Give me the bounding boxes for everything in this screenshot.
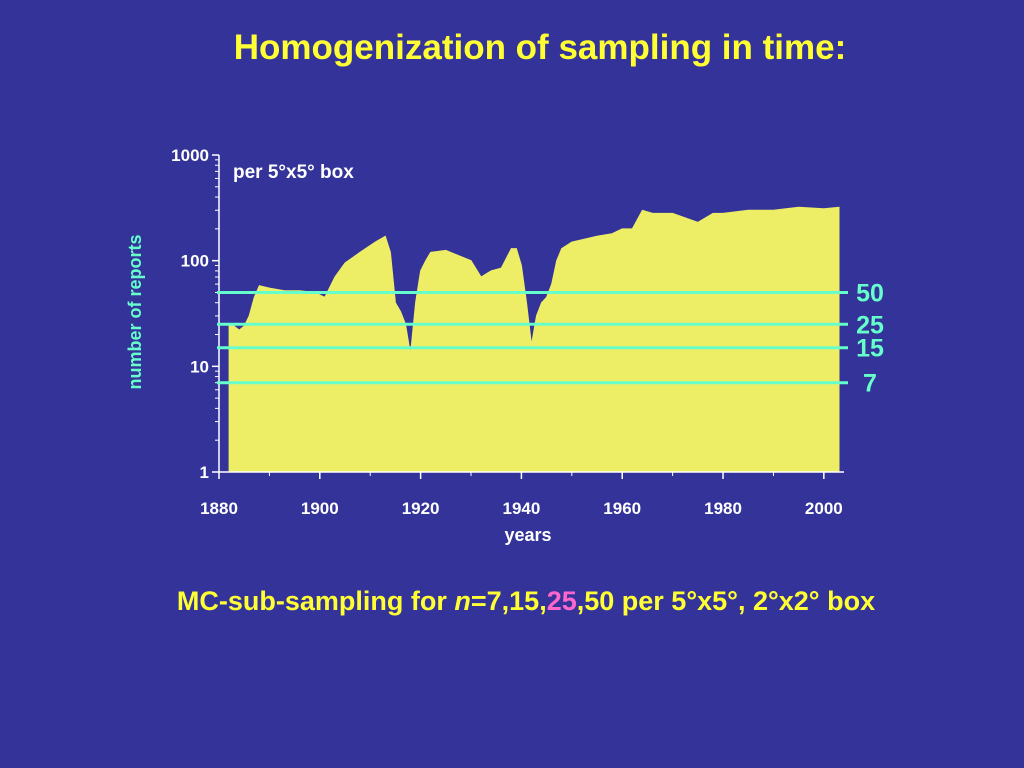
x-tick-label: 1960 — [603, 499, 641, 518]
y-axis-label: number of reports — [125, 234, 145, 389]
threshold-label: 25 — [856, 311, 884, 339]
chart-annotation: per 5°x5° box — [233, 162, 354, 183]
chart-bars — [228, 206, 840, 473]
y-tick-label: 100 — [181, 252, 209, 271]
threshold-label: 50 — [856, 279, 884, 307]
caption-suffix: ,50 per 5°x5°, 2°x2° box — [576, 586, 876, 616]
x-tick-label: 1880 — [200, 499, 238, 518]
chart: 1 10 100 1000 1880 1900 1920 1940 1960 1980 2000 5… — [125, 146, 884, 545]
x-axis-label: years — [504, 525, 551, 545]
threshold-label: 7 — [863, 370, 877, 398]
x-tick-label: 1940 — [503, 499, 541, 518]
slide-title: Homogenization of sampling in time: — [233, 28, 847, 67]
caption-prefix: MC-sub-sampling for — [176, 586, 455, 616]
threshold-label: 15 — [856, 335, 884, 363]
x-tick-label: 2000 — [805, 499, 843, 518]
x-tick-label: 1920 — [402, 499, 440, 518]
caption-n-variable: n — [454, 586, 471, 616]
caption-values: =7,15, — [470, 586, 547, 616]
chart-axes: 1 10 100 1000 1880 1900 1920 1940 1960 1980 2000 — [171, 146, 844, 518]
slide-caption: MC-sub-sampling for n=7,15,25,50 per 5°x… — [0, 586, 1024, 617]
y-tick-label: 1 — [200, 463, 209, 482]
x-tick-label: 1900 — [301, 499, 339, 518]
y-tick-label: 1000 — [171, 146, 209, 165]
y-tick-label: 10 — [190, 357, 209, 376]
x-tick-label: 1980 — [704, 499, 742, 518]
caption-highlight: 25 — [546, 586, 577, 616]
series-area — [228, 206, 840, 473]
